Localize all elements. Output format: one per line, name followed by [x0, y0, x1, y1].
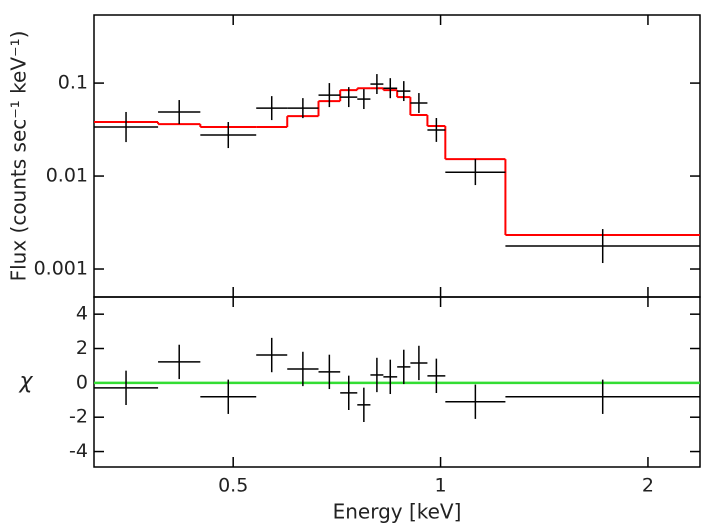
y-tick-label: 4 — [76, 303, 88, 325]
y-tick-label: 2 — [76, 337, 88, 359]
y-tick-label: 0.001 — [34, 258, 88, 280]
y-axis-label: Flux (counts sec⁻¹ keV⁻¹) — [7, 31, 31, 282]
y-tick-label: 0.1 — [58, 72, 88, 94]
y-tick-label: 0 — [76, 371, 88, 393]
y-tick-label: -2 — [69, 406, 88, 428]
residual-axis-label: χ — [18, 369, 33, 394]
panel-frame — [93, 14, 701, 298]
y-tick-label: 0.01 — [46, 165, 88, 187]
x-axis-label: Energy [keV] — [333, 500, 462, 524]
x-tick-label: 2 — [642, 475, 654, 497]
x-tick-label: 1 — [435, 475, 447, 497]
y-tick-label: -4 — [69, 440, 88, 462]
x-tick-label: 0.5 — [218, 475, 248, 497]
